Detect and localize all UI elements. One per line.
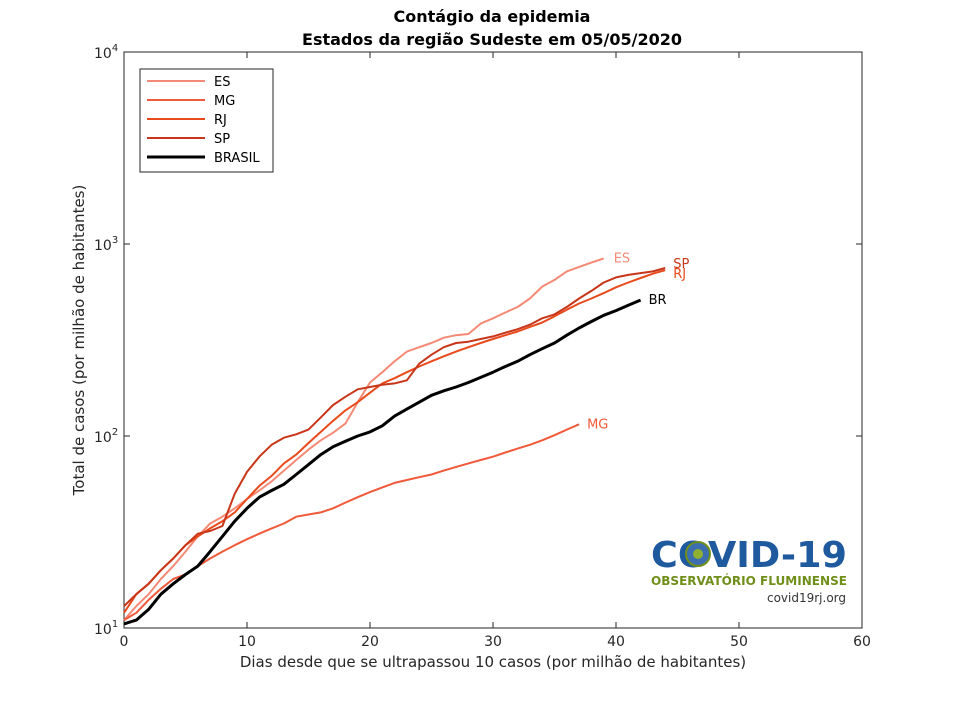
chart-title: Contágio da epidemia (394, 7, 591, 26)
legend-label-es: ES (214, 75, 230, 90)
x-tick-label: 0 (120, 634, 129, 650)
x-tick-label: 50 (730, 634, 748, 650)
axis-ticks: 0 10 20 30 40 50 60 101 102 103 104 (94, 43, 871, 650)
logo-subtitle: OBSERVATÓRIO FLUMINENSE (651, 573, 847, 588)
series-line-rj (123, 269, 666, 614)
y-tick-label: 101 (94, 619, 118, 638)
x-tick-label: 10 (238, 634, 256, 650)
x-tick-label: 20 (361, 634, 379, 650)
end-label-rj: RJ (673, 267, 686, 282)
y-tick-label: 103 (94, 235, 118, 254)
series-line-sp (123, 267, 666, 607)
legend-label-rj: RJ (214, 113, 227, 128)
logo-title: COVID-19 (651, 535, 847, 576)
end-label-br: BR (649, 293, 667, 308)
virus-icon (685, 541, 711, 567)
x-tick-label: 40 (607, 634, 625, 650)
y-axis-label: Total de casos (por milhão de habitantes… (70, 185, 88, 497)
x-axis-label: Dias desde que se ultrapassou 10 casos (… (240, 653, 746, 671)
end-label-sp: SP (673, 257, 689, 272)
covid19-logo: COVID-19 OBSERVATÓRIO FLUMINENSE covid19… (651, 535, 847, 605)
end-label-es: ES (614, 252, 630, 267)
legend-label-sp: SP (214, 132, 230, 147)
series-line-es (123, 257, 605, 621)
y-tick-label: 104 (94, 43, 118, 62)
legend-label-mg: MG (214, 94, 235, 109)
x-tick-label: 60 (853, 634, 871, 650)
legend-box (139, 68, 274, 173)
series-line-brasil (123, 298, 642, 626)
x-tick-label: 30 (484, 634, 502, 650)
end-label-mg: MG (587, 417, 608, 432)
legend-label-brasil: BRASIL (214, 151, 260, 166)
series-lines (123, 257, 666, 626)
y-tick-label: 102 (94, 427, 118, 446)
legend: ES MG RJ SP BRASIL (139, 68, 274, 173)
logo-url: covid19rj.org (767, 591, 846, 605)
chart-subtitle: Estados da região Sudeste em 05/05/2020 (302, 30, 682, 49)
